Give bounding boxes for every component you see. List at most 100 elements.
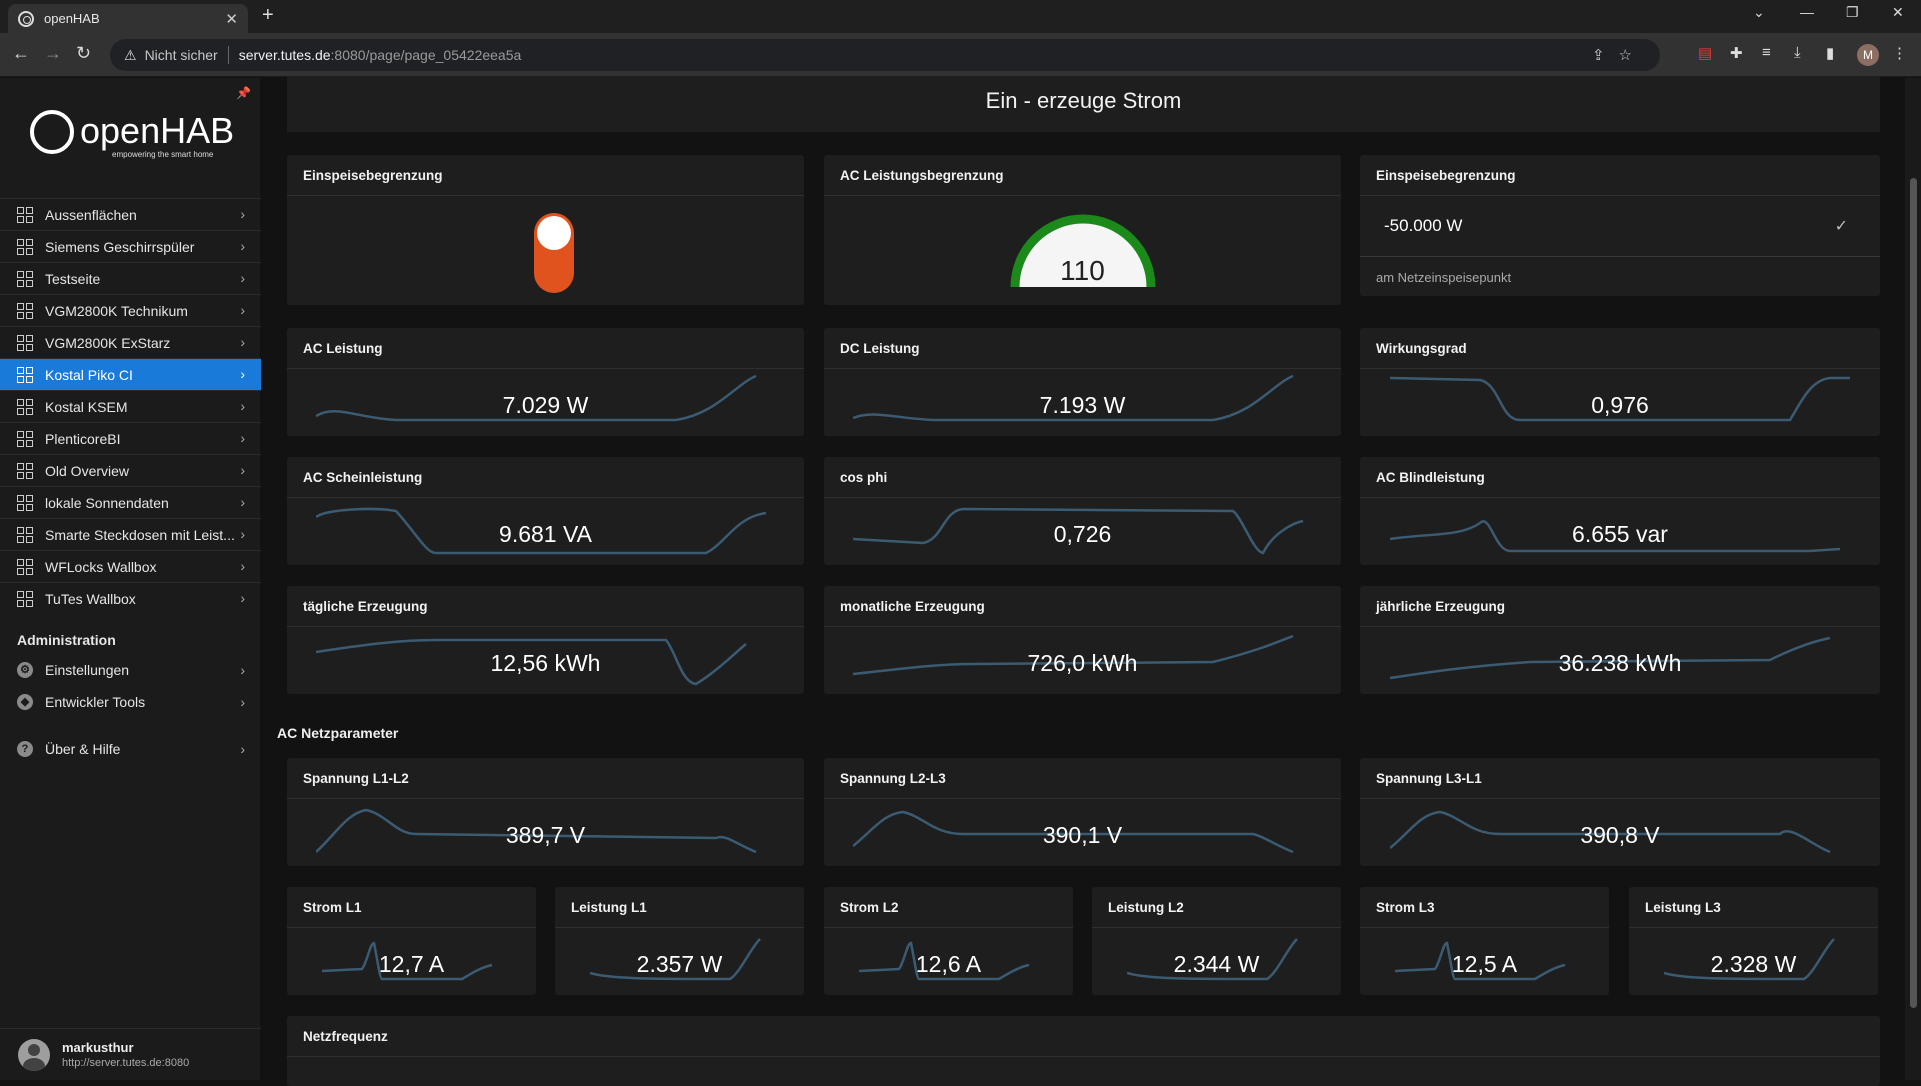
address-bar[interactable]: ⚠ Nicht sicher server.tutes.de :8080/pag… <box>110 39 1660 71</box>
sidebar-item[interactable]: VGM2800K ExStarz › <box>0 326 261 358</box>
close-tab-icon[interactable]: ✕ <box>225 10 238 28</box>
card-value: 726,0 kWh <box>1027 650 1138 676</box>
chevron-right-icon: › <box>240 494 245 510</box>
share-and-bookmark-icons[interactable]: ⇪☆ <box>1591 47 1646 64</box>
voltage-card[interactable]: Spannung L1-L2 389,7 V <box>287 758 804 866</box>
metric-card[interactable]: AC Leistung 7.029 W <box>287 328 804 436</box>
download-icon[interactable]: ⤓ <box>1794 44 1801 61</box>
card-value: 7.193 W <box>1039 392 1126 418</box>
sidebar-item[interactable]: Aussenflächen › <box>0 198 261 230</box>
card-title: Strom L2 <box>824 887 1073 928</box>
logo-ring-icon <box>30 110 74 154</box>
metric-card[interactable]: Wirkungsgrad 0,976 <box>1360 328 1880 436</box>
profile-avatar[interactable]: M <box>1857 44 1879 66</box>
scrollbar-thumb[interactable] <box>1910 178 1917 1008</box>
menu-icon[interactable]: ⋮ <box>1892 45 1907 62</box>
sidebar-item-label: Aussenflächen <box>45 206 137 223</box>
limit-input[interactable]: -50.000 W ✓ <box>1360 196 1880 257</box>
openhab-logo[interactable]: openHAB empowering the smart home <box>30 110 240 160</box>
power-limit-gauge[interactable] <box>1007 209 1159 289</box>
sidepanel-icon[interactable]: ▮ <box>1826 45 1835 62</box>
user-profile[interactable]: markusthur http://server.tutes.de:8080 <box>0 1028 261 1080</box>
divider <box>227 46 229 64</box>
metric-card[interactable]: AC Blindleistung 6.655 var <box>1360 457 1880 565</box>
einspeise-toggle[interactable] <box>534 213 574 293</box>
phase-card[interactable]: Strom L1 12,7 A <box>287 887 536 995</box>
card-title: Leistung L1 <box>555 887 804 928</box>
grid-icon <box>17 462 33 479</box>
phase-card[interactable]: Leistung L2 2.344 W <box>1092 887 1341 995</box>
sidebar-item-help[interactable]: ? Über & Hilfe › <box>0 733 261 765</box>
grid-icon <box>17 430 33 447</box>
sidebar-item[interactable]: Kostal Piko CI › <box>0 358 261 390</box>
media-icon[interactable]: ≡ <box>1762 44 1771 61</box>
card-value: 12,7 A <box>378 951 445 977</box>
help-icon: ? <box>17 741 33 757</box>
metric-card[interactable]: monatliche Erzeugung 726,0 kWh <box>824 586 1341 694</box>
sidebar-item[interactable]: Testseite › <box>0 262 261 294</box>
page-scrollbar[interactable] <box>1905 78 1921 1080</box>
phase-card[interactable]: Leistung L3 2.328 W <box>1629 887 1878 995</box>
card-title: AC Leistungsbegrenzung <box>824 155 1341 196</box>
voltage-card[interactable]: Spannung L2-L3 390,1 V <box>824 758 1341 866</box>
sparkline-trend <box>1395 941 1566 981</box>
forward-icon[interactable]: → <box>44 43 62 63</box>
sidebar-item-einstellungen[interactable]: ⚙ Einstellungen › <box>0 654 261 686</box>
metric-card[interactable]: cos phi 0,726 <box>824 457 1341 565</box>
extension-icon[interactable]: ▤ <box>1698 45 1713 62</box>
gear-icon: ⚙ <box>17 662 33 678</box>
chevron-right-icon: › <box>240 694 245 710</box>
metric-card[interactable]: jährliche Erzeugung 36.238 kWh <box>1360 586 1880 694</box>
card-value: 9.681 VA <box>499 521 592 547</box>
sidebar-item-entwickler-tools[interactable]: ◆ Entwickler Tools › <box>0 686 261 718</box>
sidebar-item[interactable]: Siemens Geschirrspüler › <box>0 230 261 262</box>
check-icon[interactable]: ✓ <box>1834 218 1848 235</box>
sidebar-item-label: Testseite <box>45 270 101 287</box>
card-value: 12,56 kWh <box>490 650 601 676</box>
browser-tab[interactable]: openHAB ✕ <box>8 4 248 33</box>
reload-icon[interactable]: ↻ <box>76 43 92 63</box>
back-icon[interactable]: ← <box>12 43 30 63</box>
avatar <box>18 1038 50 1071</box>
card-title: Leistung L2 <box>1092 887 1341 928</box>
card-title: AC Scheinleistung <box>287 457 804 498</box>
chevron-right-icon: › <box>240 270 245 286</box>
browser-toolbar: ← → ↻ ⚠ Nicht sicher server.tutes.de :80… <box>0 33 1921 77</box>
chevron-right-icon: › <box>240 590 245 606</box>
sidebar-item[interactable]: PlenticoreBI › <box>0 422 261 454</box>
sidebar-item[interactable]: Smarte Steckdosen mit Leist... › <box>0 518 261 550</box>
grid-icon <box>17 558 33 575</box>
sparkline-trend <box>1390 636 1831 680</box>
metric-card[interactable]: AC Scheinleistung 9.681 VA <box>287 457 804 565</box>
puzzle-icon[interactable]: ✚ <box>1730 45 1743 62</box>
warning-icon: ⚠ <box>124 46 137 63</box>
grid-icon <box>17 526 33 543</box>
sidebar-item[interactable]: Kostal KSEM › <box>0 390 261 422</box>
pin-icon[interactable]: 📌 <box>236 86 251 100</box>
metric-card[interactable]: DC Leistung 7.193 W <box>824 328 1341 436</box>
logo-text: openHAB <box>80 110 235 151</box>
card-value: 12,6 A <box>915 951 982 977</box>
frequency-card[interactable]: Netzfrequenz <box>287 1016 1880 1086</box>
shield-icon: ◆ <box>17 694 33 710</box>
phase-card[interactable]: Leistung L1 2.357 W <box>555 887 804 995</box>
phase-card[interactable]: Strom L3 12,5 A <box>1360 887 1609 995</box>
tab-search-icon[interactable]: ⌄ <box>1753 4 1765 20</box>
sidebar-item[interactable]: lokale Sonnendaten › <box>0 486 261 518</box>
sidebar-item[interactable]: VGM2800K Technikum › <box>0 294 261 326</box>
voltage-card[interactable]: Spannung L3-L1 390,8 V <box>1360 758 1880 866</box>
sidebar-item[interactable]: TuTes Wallbox › <box>0 582 261 614</box>
sidebar-item-label: Kostal KSEM <box>45 398 128 415</box>
window-close-icon[interactable]: ✕ <box>1892 4 1904 20</box>
card-value: 12,5 A <box>1451 951 1518 977</box>
new-tab-icon[interactable]: + <box>262 4 274 26</box>
sidebar-item-label: PlenticoreBI <box>45 430 121 447</box>
restore-icon[interactable]: ❐ <box>1846 4 1859 20</box>
toggle-knob <box>537 216 571 250</box>
chevron-right-icon: › <box>240 741 245 757</box>
sidebar-item[interactable]: Old Overview › <box>0 454 261 486</box>
metric-card[interactable]: tägliche Erzeugung 12,56 kWh <box>287 586 804 694</box>
sidebar-item[interactable]: WFLocks Wallbox › <box>0 550 261 582</box>
phase-card[interactable]: Strom L2 12,6 A <box>824 887 1073 995</box>
minimize-icon[interactable]: — <box>1800 4 1814 20</box>
